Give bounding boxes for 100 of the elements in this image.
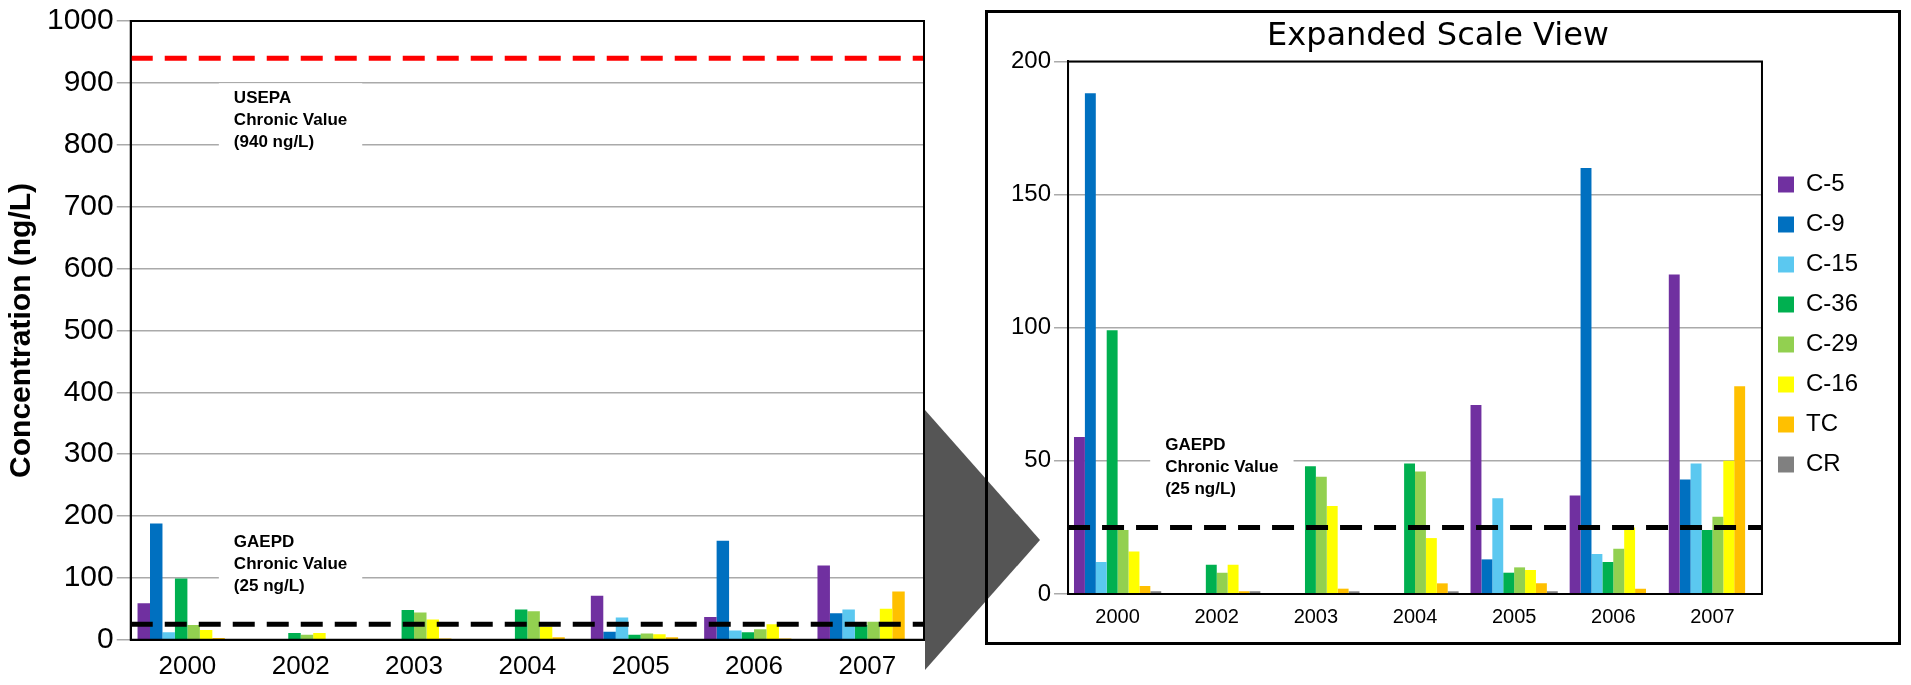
legend-label: CR xyxy=(1805,449,1841,477)
bar xyxy=(1514,567,1526,594)
x-tick-label: 2005 xyxy=(611,649,670,680)
bar xyxy=(187,624,200,640)
chart-title: Expanded Scale View xyxy=(1266,14,1610,53)
bar xyxy=(1073,436,1085,594)
bar xyxy=(1591,554,1603,594)
y-tick-label: 100 xyxy=(1011,312,1052,340)
bar xyxy=(892,591,905,640)
bar xyxy=(1404,463,1416,594)
x-tick-label: 2007 xyxy=(1690,604,1735,627)
bar xyxy=(1117,530,1129,594)
y-tick-label: 200 xyxy=(1011,46,1052,74)
bar xyxy=(426,619,439,640)
legend-label: C-5 xyxy=(1805,169,1845,197)
legend-label: TC xyxy=(1805,409,1838,437)
legend-label: C-15 xyxy=(1805,249,1859,277)
legend-label: C-36 xyxy=(1805,289,1859,317)
ref-line-label: GAEPD Chronic Value (25 ng/L) xyxy=(233,532,348,596)
x-tick-label: 2003 xyxy=(1293,604,1339,627)
y-tick-label: 700 xyxy=(63,187,114,221)
x-tick-label: 2004 xyxy=(1392,604,1438,627)
bar xyxy=(817,565,830,640)
bar xyxy=(1503,572,1515,594)
y-tick-label: 200 xyxy=(63,497,114,531)
bar xyxy=(162,632,175,640)
bar xyxy=(1315,476,1327,594)
y-tick-label: 500 xyxy=(63,311,114,345)
bar xyxy=(1139,586,1151,594)
bar xyxy=(1216,572,1228,594)
bar xyxy=(288,632,301,640)
bar xyxy=(1095,562,1107,594)
bar xyxy=(867,621,880,640)
bar xyxy=(1668,274,1680,594)
x-tick-label: 2002 xyxy=(271,649,330,680)
bar xyxy=(1128,551,1140,594)
bar xyxy=(1425,538,1437,594)
bar xyxy=(1580,167,1592,594)
x-tick-label: 2002 xyxy=(1194,604,1239,627)
x-tick-label: 2006 xyxy=(725,649,783,680)
bar xyxy=(527,611,540,640)
y-tick-label: 150 xyxy=(1011,179,1052,207)
bar xyxy=(590,595,604,640)
bar xyxy=(1470,404,1482,594)
bar xyxy=(539,626,553,640)
y-tick-label: 900 xyxy=(63,64,114,98)
y-tick-label: 800 xyxy=(63,126,114,160)
x-tick-label: 2006 xyxy=(1591,604,1636,627)
ref-line-label: GAEPD Chronic Value (25 ng/L) xyxy=(1165,435,1279,499)
bar xyxy=(1436,583,1448,594)
x-tick-label: 2003 xyxy=(385,649,443,680)
bar xyxy=(150,523,163,640)
bar xyxy=(1525,570,1536,594)
y-tick-label: 0 xyxy=(1037,578,1052,606)
bar xyxy=(1304,466,1316,594)
y-tick-label: 300 xyxy=(63,435,114,469)
bar xyxy=(1569,495,1581,594)
bar xyxy=(754,629,767,640)
bar xyxy=(1106,330,1118,594)
bar xyxy=(716,540,730,640)
x-tick-label: 2005 xyxy=(1491,604,1537,627)
bar xyxy=(766,624,779,640)
y-tick-label: 100 xyxy=(63,559,114,593)
ref-line-label: USEPA Chronic Value (940 ng/L) xyxy=(233,87,348,151)
bar xyxy=(1326,506,1338,594)
bar xyxy=(603,631,616,640)
legend-label: C-29 xyxy=(1805,329,1859,357)
x-tick-label: 2007 xyxy=(838,649,897,680)
x-tick-label: 2004 xyxy=(498,649,557,680)
bar xyxy=(1602,562,1614,594)
y-tick-label: 400 xyxy=(63,373,114,407)
bar xyxy=(199,629,213,640)
bar xyxy=(628,634,641,640)
bar xyxy=(313,632,326,640)
legend-label: C-16 xyxy=(1805,369,1859,397)
bar xyxy=(1227,564,1239,594)
bar xyxy=(1492,498,1504,594)
bar xyxy=(1723,460,1735,594)
bar xyxy=(1624,527,1636,594)
y-tick-label: 1000 xyxy=(46,2,114,36)
bar xyxy=(829,613,843,640)
bar xyxy=(1205,564,1217,594)
bar xyxy=(1712,516,1724,594)
y-tick-label: 50 xyxy=(1024,445,1052,473)
bar xyxy=(1481,559,1493,594)
y-axis-title: Concentration (ng/L) xyxy=(3,182,37,478)
bar xyxy=(1734,386,1746,594)
bar xyxy=(653,634,666,640)
bar xyxy=(741,632,755,640)
bar xyxy=(1535,583,1547,594)
bar xyxy=(1679,479,1691,594)
y-tick-label: 600 xyxy=(63,249,114,283)
x-tick-label: 2000 xyxy=(158,649,217,680)
bar xyxy=(300,634,314,640)
y-tick-label: 0 xyxy=(97,621,114,655)
bar xyxy=(1701,530,1713,594)
legend-label: C-9 xyxy=(1805,209,1845,237)
bar xyxy=(1415,471,1426,594)
bar xyxy=(1084,93,1096,594)
x-tick-label: 2000 xyxy=(1095,604,1140,627)
